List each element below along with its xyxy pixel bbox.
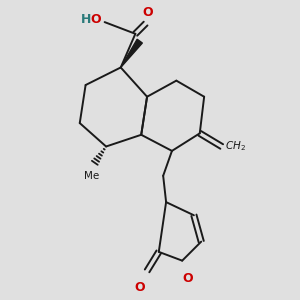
Text: O: O (134, 281, 145, 294)
Text: H: H (81, 13, 92, 26)
Text: Me: Me (84, 171, 99, 182)
Text: $CH_2$: $CH_2$ (225, 140, 246, 153)
Text: O: O (91, 13, 101, 26)
Text: O: O (142, 6, 153, 19)
Text: O: O (183, 272, 194, 285)
Polygon shape (121, 39, 142, 68)
